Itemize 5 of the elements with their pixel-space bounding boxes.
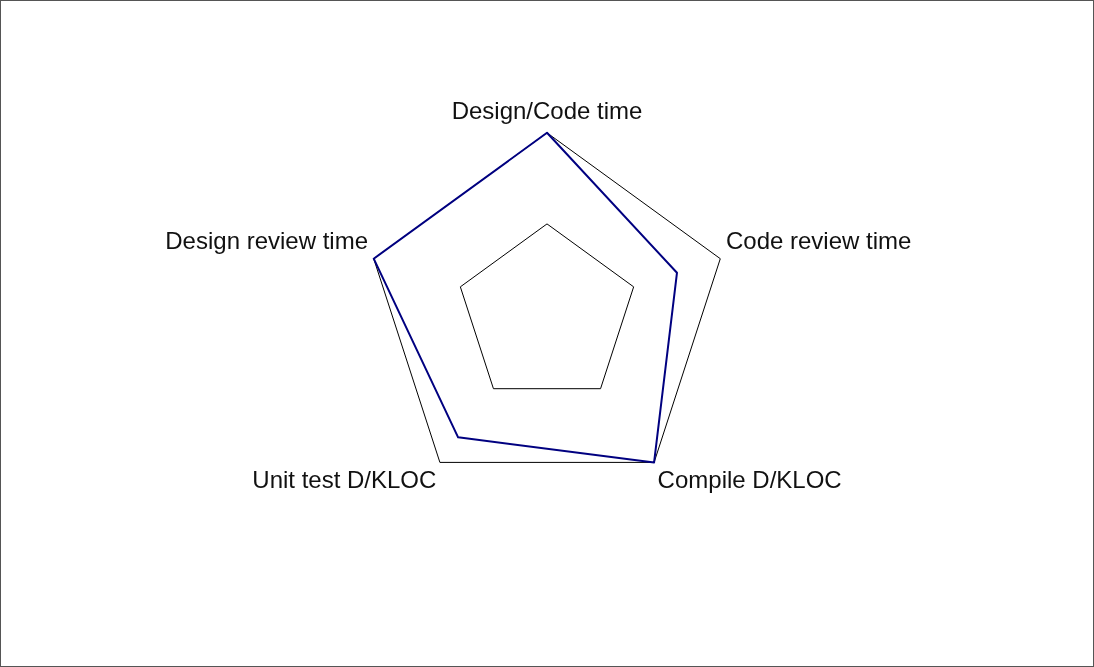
- spoke-label: Design/Code time: [451, 97, 643, 125]
- spoke-label: Design review time: [165, 227, 369, 255]
- spoke-label: Compile D/KLOC: [657, 466, 842, 494]
- spoke-label: Unit test D/KLOC: [252, 466, 437, 494]
- spoke-label: Code review time: [725, 227, 912, 255]
